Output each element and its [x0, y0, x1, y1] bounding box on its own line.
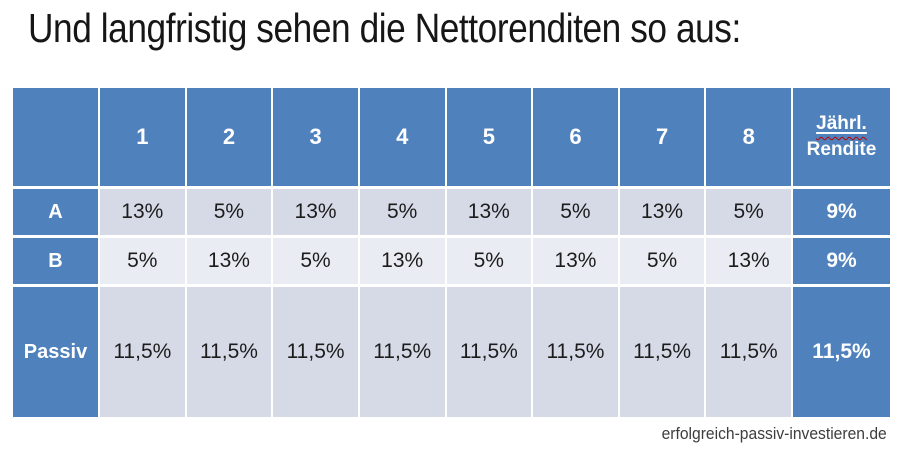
row-label-passiv: Passiv [13, 287, 98, 417]
column-header-annual-return: Jährl. Rendite [793, 88, 890, 186]
table-cell-passiv-3: 11,5% [273, 287, 358, 417]
corner-cell [13, 88, 98, 186]
table-cell-passiv-1: 11,5% [100, 287, 185, 417]
table-cell-a-2: 5% [186, 189, 272, 235]
table-cell-b-5: 5% [446, 238, 532, 284]
table-cell-b-4: 13% [359, 238, 445, 284]
column-header-7: 7 [619, 88, 705, 186]
column-header-3: 3 [273, 88, 358, 186]
table-cell-a-1: 13% [100, 189, 185, 235]
table-cell-b-7: 5% [619, 238, 705, 284]
column-header-4: 4 [359, 88, 445, 186]
row-label-b: B [13, 238, 98, 284]
table-cell-passiv-8: 11,5% [706, 287, 791, 417]
column-header-5: 5 [446, 88, 532, 186]
table-cell-b-6: 13% [533, 238, 618, 284]
table-cell-a-3: 13% [273, 189, 358, 235]
website-url: erfolgreich-passiv-investieren.de [661, 424, 887, 443]
annual-header-line1: Jährl. [816, 113, 867, 134]
annual-return-cell-b: 9% [793, 238, 890, 284]
table-cell-a-5: 13% [446, 189, 532, 235]
table-cell-b-2: 13% [186, 238, 272, 284]
row-label-a: A [13, 189, 98, 235]
column-header-2: 2 [186, 88, 272, 186]
table-cell-a-8: 5% [706, 189, 791, 235]
table-cell-passiv-2: 11,5% [186, 287, 272, 417]
column-header-8: 8 [706, 88, 791, 186]
table-cell-passiv-4: 11,5% [359, 287, 445, 417]
table-cell-b-3: 5% [273, 238, 358, 284]
table-cell-passiv-5: 11,5% [446, 287, 532, 417]
table-cell-b-8: 13% [706, 238, 791, 284]
annual-header-line2: Rendite [806, 139, 877, 160]
table-cell-passiv-6: 11,5% [533, 287, 618, 417]
slide-title: Und langfristig sehen die Nettorenditen … [28, 5, 741, 51]
column-header-1: 1 [100, 88, 185, 186]
table-cell-a-6: 5% [533, 189, 618, 235]
annual-return-cell-a: 9% [793, 189, 890, 235]
table-cell-passiv-7: 11,5% [619, 287, 705, 417]
table-cell-b-1: 5% [100, 238, 185, 284]
table-cell-a-4: 5% [359, 189, 445, 235]
returns-table: 1 2 3 4 5 6 7 8 Jährl. Rendite A 13% 5% … [13, 88, 890, 417]
column-header-6: 6 [533, 88, 618, 186]
annual-return-cell-passiv: 11,5% [793, 287, 890, 417]
table-cell-a-7: 13% [619, 189, 705, 235]
